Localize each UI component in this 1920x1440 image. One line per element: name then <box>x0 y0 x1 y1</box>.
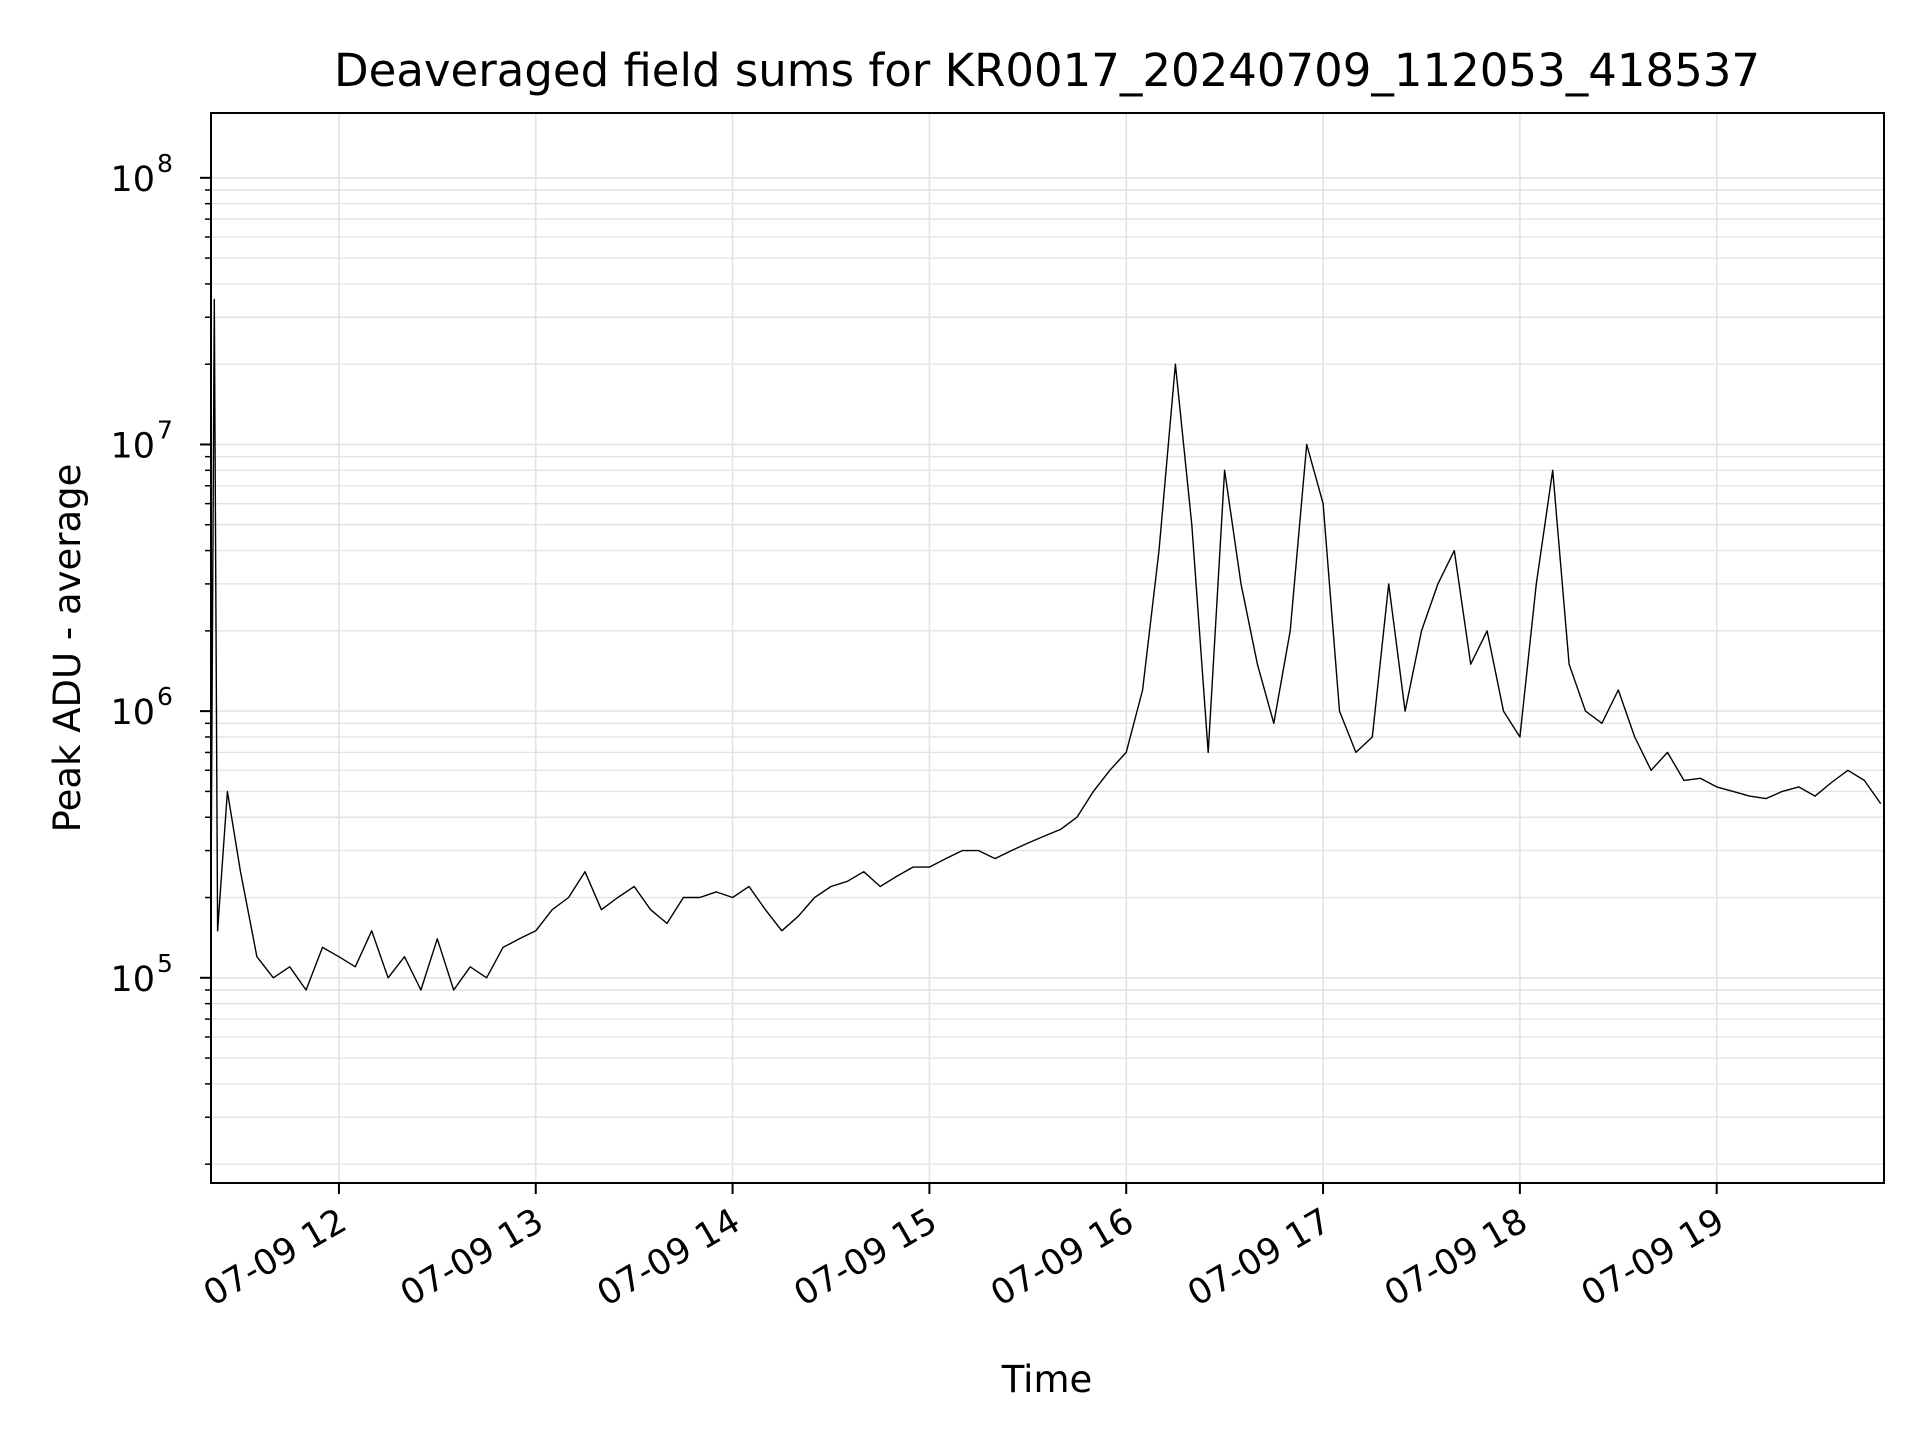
series-line <box>210 298 1882 991</box>
y-axis-label: Peak ADU - average <box>46 464 89 833</box>
data-layer <box>210 298 1882 991</box>
chart-title: Deaveraged field sums for KR0017_2024070… <box>334 44 1760 97</box>
x-tick-label: 07-09 16 <box>984 1201 1140 1314</box>
x-tick-label: 07-09 18 <box>1378 1201 1534 1314</box>
x-tick-label: 07-09 17 <box>1181 1201 1337 1314</box>
y-tick-label: 10 <box>110 426 155 466</box>
y-tick-exponent: 7 <box>157 415 173 444</box>
plot-frame <box>210 112 1885 1184</box>
x-axis-label: Time <box>1001 1358 1093 1401</box>
y-tick-label: 10 <box>110 960 155 1000</box>
y-tick-label: 10 <box>110 693 155 733</box>
x-tick-label: 07-09 12 <box>197 1201 353 1314</box>
y-tick-exponent: 6 <box>157 682 173 711</box>
y-tick-exponent: 8 <box>157 149 173 178</box>
x-tick-label: 07-09 19 <box>1575 1201 1731 1314</box>
x-axis: 07-09 12 07-09 13 07-09 14 07-09 15 07-09 16… <box>197 1183 1731 1314</box>
x-tick-label: 07-09 13 <box>394 1201 550 1314</box>
y-tick-label: 10 <box>110 160 155 200</box>
y-tick-exponent: 5 <box>157 949 173 978</box>
grid <box>211 113 1884 1183</box>
x-tick-label: 07-09 14 <box>591 1201 747 1314</box>
x-tick-label: 07-09 15 <box>788 1201 944 1314</box>
